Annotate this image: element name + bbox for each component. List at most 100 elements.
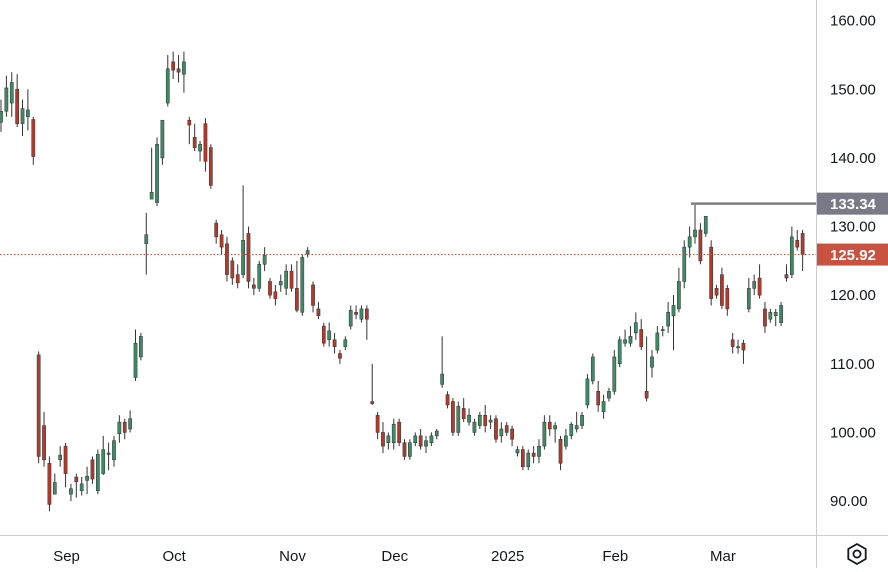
candle	[26, 89, 30, 131]
candle	[192, 123, 197, 152]
candle	[90, 456, 95, 484]
candle	[445, 391, 450, 409]
candle	[327, 322, 332, 347]
candle	[273, 284, 278, 306]
candle	[74, 473, 79, 498]
candle	[182, 51, 186, 93]
candle	[58, 446, 63, 467]
chart-settings-button[interactable]	[844, 541, 870, 567]
candle	[666, 302, 670, 333]
candle	[278, 274, 283, 292]
candle	[714, 284, 719, 299]
candle	[607, 387, 611, 402]
candle	[381, 422, 385, 454]
candle	[698, 223, 703, 265]
candles-layer	[0, 51, 805, 512]
candle	[558, 435, 563, 471]
candle	[375, 411, 380, 440]
candle	[300, 254, 305, 316]
price-tick-label: 150.00	[830, 81, 876, 98]
last-price-tag-label: 125.92	[830, 247, 876, 264]
candle	[208, 144, 213, 189]
candle	[332, 332, 337, 354]
candle	[784, 264, 789, 282]
candle	[9, 72, 14, 117]
candle	[52, 473, 57, 495]
price-axis[interactable]: 160.00 150.00 140.00 130.00 120.00 110.00 100.…	[830, 13, 876, 510]
candle	[725, 284, 730, 316]
candle	[757, 264, 762, 299]
candle	[343, 336, 348, 351]
candle	[693, 203, 697, 244]
candle	[504, 422, 509, 436]
candle	[752, 274, 757, 296]
candle	[252, 278, 256, 296]
candle	[413, 432, 418, 447]
candle	[36, 351, 41, 464]
candle	[386, 432, 391, 450]
candle	[531, 446, 536, 464]
candle	[187, 116, 192, 145]
candle	[262, 247, 267, 272]
candle	[149, 147, 154, 200]
candle	[305, 247, 310, 258]
candle	[122, 418, 127, 440]
candle	[547, 415, 552, 436]
price-tick-label: 90.00	[830, 493, 868, 510]
candle	[112, 435, 116, 467]
candle	[746, 278, 751, 313]
candle	[69, 483, 73, 502]
candle	[429, 432, 434, 447]
candle	[499, 422, 504, 443]
candle	[677, 267, 681, 313]
candle	[63, 442, 68, 488]
last-price-tag: 125.92	[817, 243, 888, 266]
candle	[800, 229, 805, 272]
candle	[214, 219, 219, 244]
candle	[348, 305, 353, 330]
candle	[106, 442, 111, 471]
candle	[456, 401, 461, 436]
candle	[230, 257, 235, 285]
candle	[434, 428, 439, 440]
candle	[510, 425, 514, 447]
candle	[483, 404, 488, 433]
candle	[633, 312, 638, 340]
candle	[671, 295, 676, 351]
candle	[639, 319, 644, 351]
time-tick-label: Dec	[381, 548, 408, 565]
candle	[391, 418, 396, 450]
candle	[580, 411, 584, 429]
candle	[354, 305, 358, 320]
candle	[440, 336, 445, 388]
candle	[171, 51, 176, 80]
time-tick-label: Mar	[710, 548, 736, 565]
candle	[730, 332, 735, 354]
candle	[477, 411, 482, 429]
candle	[451, 398, 455, 436]
candle	[763, 302, 767, 333]
time-axis[interactable]: Sep Oct Nov Dec 2025 Feb Mar	[53, 548, 736, 565]
candle	[741, 339, 746, 364]
candle	[515, 446, 520, 457]
candle	[85, 466, 89, 495]
candle	[418, 428, 423, 450]
candle	[768, 308, 773, 323]
candle	[709, 240, 714, 306]
candle	[569, 422, 574, 440]
candle	[494, 415, 498, 443]
candle	[219, 229, 224, 255]
candle	[574, 411, 579, 433]
candle	[585, 374, 590, 409]
candle	[15, 74, 19, 128]
candle	[0, 99, 3, 132]
candle	[338, 350, 342, 364]
candle	[295, 260, 299, 313]
candle	[590, 353, 595, 385]
price-tick-label: 110.00	[830, 356, 875, 373]
candle	[79, 477, 84, 496]
candle	[316, 302, 321, 320]
candle	[4, 75, 9, 117]
candle	[660, 326, 665, 337]
